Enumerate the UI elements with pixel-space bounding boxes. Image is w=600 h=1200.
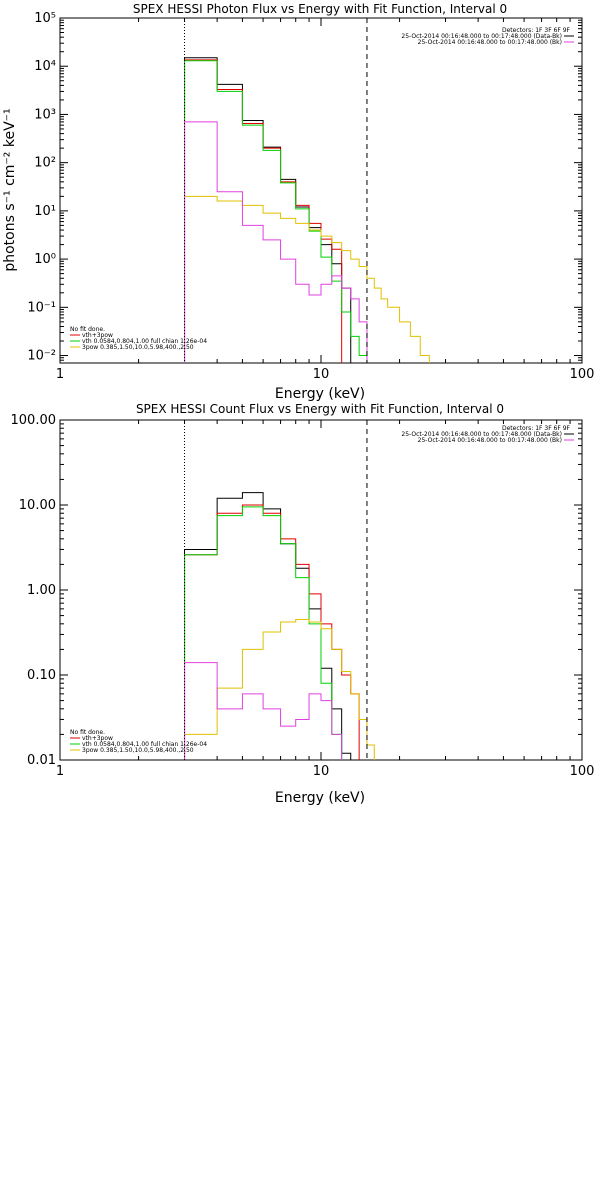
axis-ticks: 1 10 100 10⁻² 10⁻¹ 10⁰ 10¹ 10² 10³ 10⁴ 10⁵ <box>27 11 594 382</box>
y-tick-label: 10⁻² <box>27 349 56 364</box>
legend-entry: 3pow 0.385,1.50,10.0,5.98,400.,2.50 <box>82 747 194 754</box>
y-tick-label: 0.01 <box>27 753 56 768</box>
series-line <box>184 195 430 363</box>
legend-entry: 25-Oct-2014 00:16:48.000 to 00:17:48.000… <box>401 431 562 438</box>
legend-header: Detectors: 1F 3F 6F 9F <box>502 425 571 432</box>
y-tick-label: 10¹ <box>34 204 56 219</box>
series-group <box>184 57 430 363</box>
y-tick-label: 10⁴ <box>34 59 56 74</box>
series-line <box>184 59 343 363</box>
legend-top-right: Detectors: 1F 3F 6F 9F 25-Oct-2014 00:16… <box>401 425 574 444</box>
x-tick-label: 1 <box>56 764 64 779</box>
x-tick-label: 10 <box>313 764 330 779</box>
legend-header: Detectors: 1F 3F 6F 9F <box>502 27 571 34</box>
x-tick-label: 100 <box>570 764 595 779</box>
legend-bottom-left: No fit done. vth+3pow vth 0.0584,0.804,1… <box>70 326 207 351</box>
plot-frame <box>59 17 583 364</box>
axis-ticks: 1 10 100 0.01 0.10 1.00 10.00 100.00 <box>11 413 595 779</box>
legend-bottom-left: No fit done. vth+3pow vth 0.0584,0.804,1… <box>70 729 207 754</box>
legend-top-right: Detectors: 1F 3F 6F 9F 25-Oct-2014 00:16… <box>401 27 574 46</box>
series-line <box>184 618 375 760</box>
series-line <box>184 57 352 363</box>
x-tick-label: 1 <box>56 367 64 382</box>
photon-flux-plot: SPEX HESSI Photon Flux vs Energy with Fi… <box>2 2 594 402</box>
legend-entry: vth 0.0584,0.804,1.00 full chian 1.26e-0… <box>82 741 207 748</box>
series-line <box>184 504 360 760</box>
legend-entry: vth+3pow <box>82 332 113 339</box>
y-tick-label: 10.00 <box>19 498 56 513</box>
y-tick-label: 10⁵ <box>34 11 56 26</box>
y-tick-label: 100.00 <box>11 413 57 428</box>
y-tick-label: 10⁰ <box>34 252 56 267</box>
legend-entry: vth 0.0584,0.804,1.00 full chian 1.26e-0… <box>82 338 207 345</box>
legend-header: No fit done. <box>70 729 105 736</box>
series-group <box>184 492 375 760</box>
legend-entry: 25-Oct-2014 00:16:48.000 to 00:17:48.000… <box>418 39 562 46</box>
x-axis-label: Energy (keV) <box>275 386 365 402</box>
x-axis-label: Energy (keV) <box>275 790 365 806</box>
y-axis-label: photons s⁻¹ cm⁻² keV⁻¹ <box>2 108 18 271</box>
count-flux-plot: SPEX HESSI Count Flux vs Energy with Fit… <box>11 402 595 806</box>
y-tick-label: 10⁻¹ <box>27 300 56 315</box>
x-tick-label: 10 <box>313 367 330 382</box>
legend-entry: vth+3pow <box>82 735 113 742</box>
reference-lines <box>184 420 368 760</box>
reference-lines <box>184 18 368 363</box>
y-tick-label: 0.10 <box>27 668 56 683</box>
plot-frame <box>59 419 583 761</box>
legend-entry: 3pow 0.385,1.50,10.0,5.98,400.,2.50 <box>82 344 194 351</box>
series-line <box>184 121 368 363</box>
series-line <box>184 506 343 760</box>
y-tick-label: 10³ <box>34 107 56 122</box>
plot-title: SPEX HESSI Count Flux vs Energy with Fit… <box>136 402 504 416</box>
y-tick-label: 10² <box>34 156 56 171</box>
legend-entry: 25-Oct-2014 00:16:48.000 to 00:17:48.000… <box>401 33 562 40</box>
series-line <box>184 60 368 363</box>
y-tick-label: 1.00 <box>27 583 56 598</box>
legend-entry: 25-Oct-2014 00:16:48.000 to 00:17:48.000… <box>418 437 562 444</box>
series-line <box>184 492 352 760</box>
series-line <box>184 662 343 760</box>
x-tick-label: 100 <box>570 367 595 382</box>
plot-title: SPEX HESSI Photon Flux vs Energy with Fi… <box>133 2 507 16</box>
legend-header: No fit done. <box>70 326 105 333</box>
